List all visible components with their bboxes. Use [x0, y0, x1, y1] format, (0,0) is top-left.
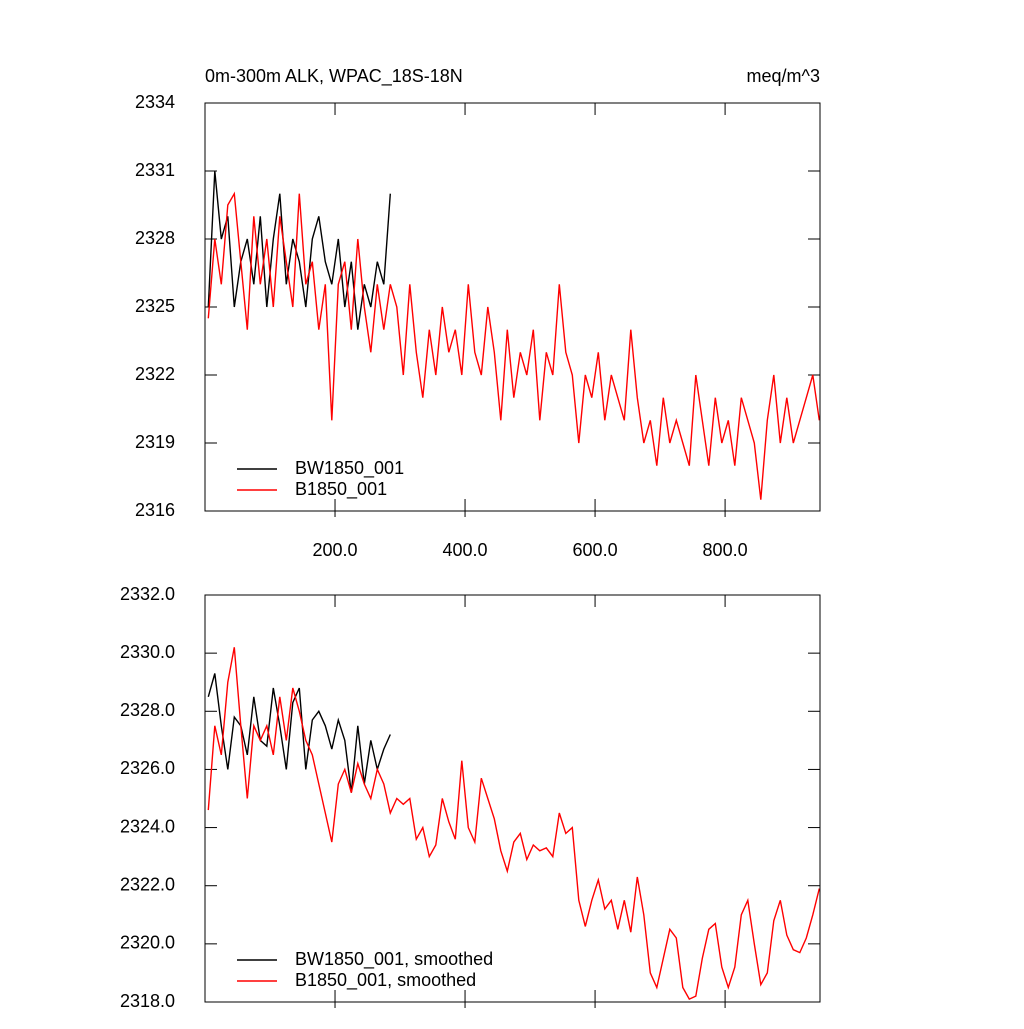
y-tick-label: 2330.0 — [120, 642, 175, 662]
y-tick-label: 2328.0 — [120, 700, 175, 720]
data-line — [207, 647, 820, 1000]
data-line — [207, 191, 820, 500]
y-tick-label: 2319 — [135, 432, 175, 452]
x-tick-label: 400.0 — [443, 540, 488, 560]
data-line — [207, 673, 391, 793]
y-tick-label: 2324.0 — [120, 816, 175, 836]
y-tick-label: 2334 — [135, 92, 175, 112]
units-label: meq/m^3 — [747, 66, 820, 86]
x-tick-label: 200.0 — [312, 540, 357, 560]
legend-label: BW1850_001, smoothed — [295, 949, 493, 970]
y-tick-label: 2326.0 — [120, 758, 175, 778]
y-tick-label: 2328 — [135, 228, 175, 248]
y-tick-label: 2316 — [135, 500, 175, 520]
y-tick-label: 2320.0 — [120, 933, 175, 953]
y-tick-label: 2322 — [135, 364, 175, 384]
y-tick-label: 2325 — [135, 296, 175, 316]
y-tick-label: 2332.0 — [120, 584, 175, 604]
legend-label: B1850_001, smoothed — [295, 970, 476, 991]
legend-label: B1850_001 — [295, 479, 387, 500]
chart-title: 0m-300m ALK, WPAC_18S-18N — [205, 66, 463, 87]
y-tick-label: 2322.0 — [120, 874, 175, 894]
y-tick-label: 2331 — [135, 160, 175, 180]
legend-label: BW1850_001 — [295, 458, 404, 479]
x-tick-label: 600.0 — [573, 540, 618, 560]
x-tick-label: 800.0 — [703, 540, 748, 560]
data-line — [207, 170, 391, 330]
plot-frame — [204, 594, 821, 1003]
plot-frame — [204, 102, 821, 512]
y-tick-label: 2318.0 — [120, 991, 175, 1011]
